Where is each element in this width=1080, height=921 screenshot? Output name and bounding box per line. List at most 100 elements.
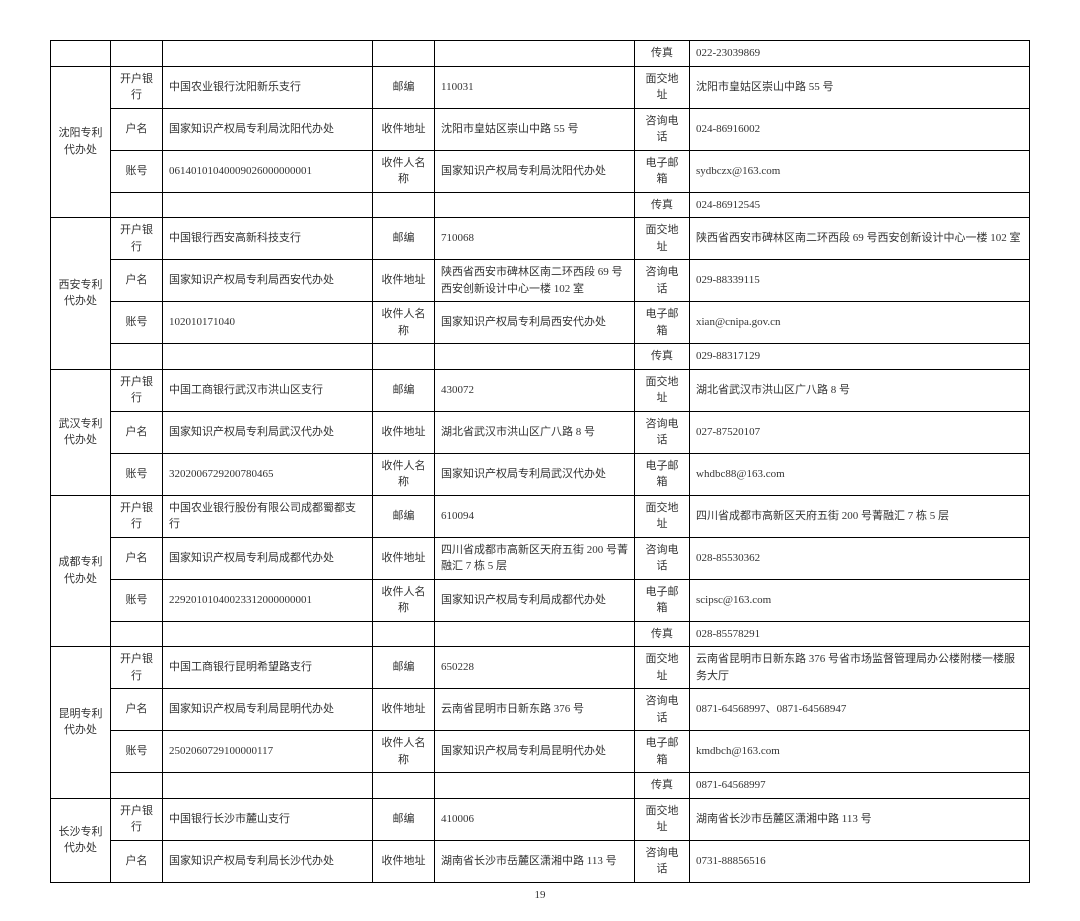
cell-office: 沈阳专利代办处 [51,66,111,218]
table-row: 账号3202006729200780465收件人名称国家知识产权局专利局武汉代办… [51,453,1030,495]
cell-l2: 收件地址 [373,108,435,150]
cell-l3: 传真 [635,192,690,218]
cell-v1: 中国农业银行股份有限公司成都蜀都支行 [163,495,373,537]
cell-l3: 咨询电话 [635,411,690,453]
cell-l3: 面交地址 [635,798,690,840]
cell-v3: 陕西省西安市碑林区南二环西段 69 号西安创新设计中心一楼 102 室 [690,218,1030,260]
cell-l2: 收件人名称 [373,453,435,495]
cell-v2: 湖南省长沙市岳麓区潇湘中路 113 号 [435,840,635,882]
cell-l2 [373,621,435,647]
cell-v2: 湖北省武汉市洪山区广八路 8 号 [435,411,635,453]
cell-v3: 云南省昆明市日新东路 376 号省市场监督管理局办公楼附楼一楼服务大厅 [690,647,1030,689]
cell-l1 [111,344,163,370]
cell-v1: 中国银行长沙市麓山支行 [163,798,373,840]
cell-l2: 邮编 [373,369,435,411]
cell-l2 [373,344,435,370]
cell-l3: 电子邮箱 [635,453,690,495]
cell-l1: 开户银行 [111,647,163,689]
cell-v2: 四川省成都市高新区天府五街 200 号菁融汇 7 栋 5 层 [435,537,635,579]
cell-l2: 收件人名称 [373,302,435,344]
cell-l2: 邮编 [373,495,435,537]
cell-v1: 3202006729200780465 [163,453,373,495]
cell-l1: 户名 [111,260,163,302]
cell-l2: 邮编 [373,647,435,689]
cell-l1: 开户银行 [111,798,163,840]
cell-v1: 2502060729100000117 [163,731,373,773]
cell-v2: 云南省昆明市日新东路 376 号 [435,689,635,731]
cell-l3: 咨询电话 [635,689,690,731]
cell-v1: 中国农业银行沈阳新乐支行 [163,66,373,108]
cell-v3: scipsc@163.com [690,579,1030,621]
cell-v2: 710068 [435,218,635,260]
cell-l2 [373,773,435,799]
cell-v1: 中国银行西安高新科技支行 [163,218,373,260]
table-row: 账号06140101040009026000000001收件人名称国家知识产权局… [51,150,1030,192]
cell-v1 [163,621,373,647]
cell-l2: 收件地址 [373,411,435,453]
cell-l1: 账号 [111,453,163,495]
table-row: 户名国家知识产权局专利局成都代办处收件地址四川省成都市高新区天府五街 200 号… [51,537,1030,579]
cell-v1: 102010171040 [163,302,373,344]
cell-v3: 028-85578291 [690,621,1030,647]
cell-v2: 650228 [435,647,635,689]
cell-v3: kmdbch@163.com [690,731,1030,773]
cell-l1: 开户银行 [111,66,163,108]
cell-l1: 账号 [111,302,163,344]
cell-l1: 开户银行 [111,495,163,537]
cell-v3: 028-85530362 [690,537,1030,579]
cell-v3: 湖北省武汉市洪山区广八路 8 号 [690,369,1030,411]
table-row: 传真029-88317129 [51,344,1030,370]
cell-v2: 国家知识产权局专利局西安代办处 [435,302,635,344]
cell-v3: xian@cnipa.gov.cn [690,302,1030,344]
cell-l3: 电子邮箱 [635,150,690,192]
cell-v3: 0731-88856516 [690,840,1030,882]
cell-l3: 面交地址 [635,647,690,689]
table-row: 账号22920101040023312000000001收件人名称国家知识产权局… [51,579,1030,621]
table-row: 传真028-85578291 [51,621,1030,647]
table-row: 传真022-23039869 [51,41,1030,67]
cell-l2: 邮编 [373,66,435,108]
cell-l3: 传真 [635,773,690,799]
table-row: 传真0871-64568997 [51,773,1030,799]
cell-l2: 收件人名称 [373,579,435,621]
cell-l2: 收件地址 [373,260,435,302]
cell-office: 昆明专利代办处 [51,647,111,799]
cell-l3: 面交地址 [635,495,690,537]
cell-l3: 咨询电话 [635,260,690,302]
cell-v1: 06140101040009026000000001 [163,150,373,192]
cell-l3: 传真 [635,41,690,67]
cell-l1 [111,41,163,67]
cell-v2 [435,192,635,218]
cell-v1 [163,41,373,67]
cell-v2 [435,621,635,647]
table-row: 武汉专利代办处开户银行中国工商银行武汉市洪山区支行邮编430072面交地址湖北省… [51,369,1030,411]
cell-office: 长沙专利代办处 [51,798,111,882]
cell-v2 [435,41,635,67]
table-row: 账号2502060729100000117收件人名称国家知识产权局专利局昆明代办… [51,731,1030,773]
cell-l1: 户名 [111,689,163,731]
cell-l3: 咨询电话 [635,840,690,882]
cell-v1: 中国工商银行昆明希望路支行 [163,647,373,689]
cell-l3: 电子邮箱 [635,731,690,773]
table-row: 户名国家知识产权局专利局昆明代办处收件地址云南省昆明市日新东路 376 号咨询电… [51,689,1030,731]
cell-v3: 四川省成都市高新区天府五街 200 号菁融汇 7 栋 5 层 [690,495,1030,537]
cell-v1 [163,192,373,218]
cell-l2: 收件地址 [373,689,435,731]
table-row: 账号102010171040收件人名称国家知识产权局专利局西安代办处电子邮箱xi… [51,302,1030,344]
cell-v1 [163,773,373,799]
cell-l1 [111,621,163,647]
cell-v2: 国家知识产权局专利局成都代办处 [435,579,635,621]
cell-v1: 国家知识产权局专利局武汉代办处 [163,411,373,453]
cell-l3: 咨询电话 [635,537,690,579]
cell-l3: 面交地址 [635,369,690,411]
cell-v1: 国家知识产权局专利局沈阳代办处 [163,108,373,150]
cell-v3: 022-23039869 [690,41,1030,67]
cell-l2: 收件人名称 [373,150,435,192]
cell-v3: 沈阳市皇姑区崇山中路 55 号 [690,66,1030,108]
page-number: 19 [50,889,1030,901]
cell-v3: 024-86916002 [690,108,1030,150]
cell-l1: 开户银行 [111,218,163,260]
cell-v2 [435,344,635,370]
table-row: 长沙专利代办处开户银行中国银行长沙市麓山支行邮编410006面交地址湖南省长沙市… [51,798,1030,840]
table-row: 户名国家知识产权局专利局西安代办处收件地址陕西省西安市碑林区南二环西段 69 号… [51,260,1030,302]
